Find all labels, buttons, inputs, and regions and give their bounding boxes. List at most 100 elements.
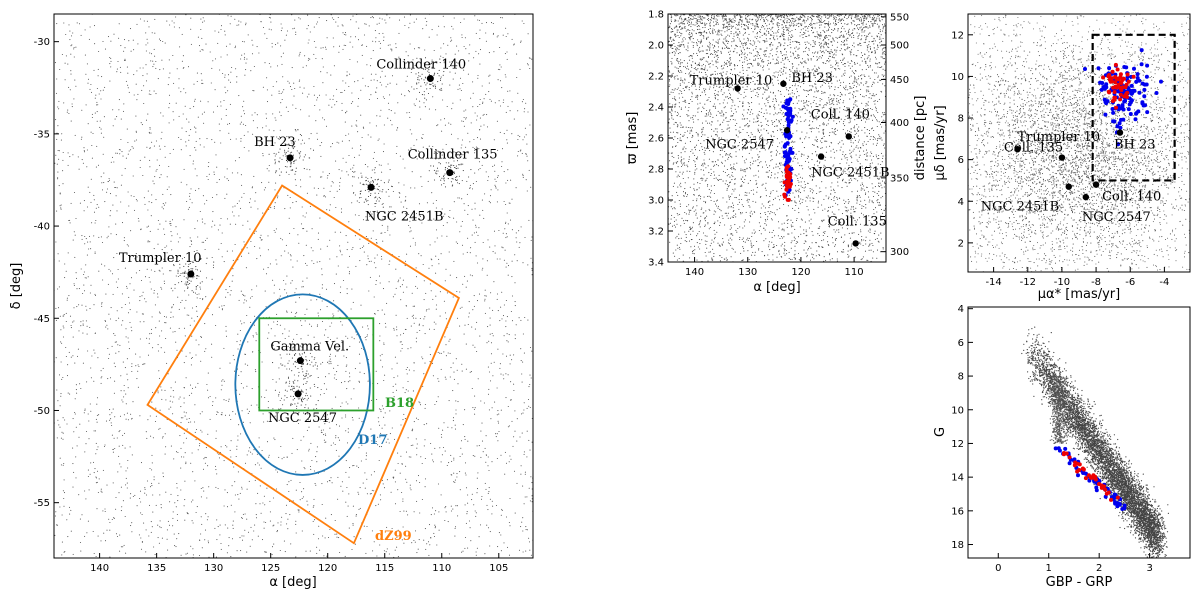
- sky-star: [377, 139, 379, 141]
- sky-star: [497, 35, 499, 37]
- sky-star: [509, 525, 511, 527]
- sky-star: [285, 513, 287, 515]
- sky-star: [382, 483, 384, 485]
- sky-star: [383, 342, 385, 344]
- sky-star: [396, 145, 398, 147]
- sky-star: [531, 236, 533, 238]
- sky-star: [370, 493, 372, 495]
- sky-star: [440, 76, 442, 78]
- sky-star: [460, 225, 462, 227]
- sky-star: [509, 354, 511, 356]
- sky-star: [86, 381, 88, 383]
- sky-star: [244, 295, 246, 297]
- sky-star: [98, 270, 100, 272]
- sky-star: [441, 154, 443, 156]
- sky-cluster-star: [382, 206, 384, 208]
- sky-star: [95, 442, 97, 444]
- sky-star: [521, 152, 523, 154]
- sky-star: [310, 442, 312, 444]
- sky-star: [297, 234, 299, 236]
- sky-star: [170, 270, 172, 272]
- sky-star: [481, 422, 483, 424]
- sky-star: [271, 94, 273, 96]
- sky-star: [211, 356, 213, 358]
- sky-star: [478, 148, 480, 150]
- sky-star: [351, 417, 353, 419]
- sky-star: [190, 357, 193, 359]
- sky-star: [118, 148, 120, 151]
- sky-star: [424, 49, 426, 51]
- sky-star: [401, 491, 403, 494]
- sky-star: [481, 164, 483, 166]
- sky-star: [415, 276, 418, 278]
- sky-star: [155, 415, 157, 417]
- sky-star: [200, 487, 202, 490]
- sky-star: [251, 453, 253, 455]
- sky-cluster-star: [278, 151, 280, 153]
- sky-star: [407, 390, 409, 392]
- sky-star: [508, 554, 511, 556]
- sky-star: [87, 241, 89, 243]
- sky-star: [320, 71, 322, 73]
- sky-star: [445, 318, 447, 320]
- sky-star: [94, 222, 96, 224]
- sky-star: [240, 382, 242, 385]
- sky-cluster-star: [296, 385, 298, 387]
- sky-star: [215, 437, 217, 439]
- sky-star: [388, 263, 390, 265]
- sky-star: [449, 71, 451, 73]
- sky-cluster-star: [457, 167, 459, 169]
- sky-cluster-star: [421, 94, 423, 96]
- sky-star: [384, 75, 386, 77]
- sky-cluster-star: [450, 167, 452, 169]
- sky-star: [505, 76, 507, 78]
- sky-star: [463, 110, 465, 112]
- sky-star: [225, 335, 228, 337]
- sky-star: [229, 286, 231, 288]
- sky-star: [431, 362, 434, 364]
- sky-star: [468, 312, 470, 314]
- sky-cluster-star: [291, 389, 293, 391]
- sky-star: [380, 109, 382, 111]
- sky-star: [398, 182, 400, 184]
- sky-cluster-star: [272, 362, 274, 364]
- sky-cluster-star: [450, 164, 452, 166]
- sky-star: [153, 63, 155, 65]
- sky-star: [262, 413, 264, 415]
- sky-star: [188, 394, 190, 396]
- sky-star: [176, 349, 178, 351]
- sky-star: [348, 271, 351, 273]
- sky-star: [464, 209, 466, 211]
- sky-star: [170, 395, 172, 397]
- sky-cluster-star: [456, 179, 458, 181]
- sky-star: [122, 434, 124, 436]
- sky-star: [373, 211, 375, 214]
- sky-star: [338, 142, 340, 144]
- sky-star: [96, 120, 98, 122]
- sky-star: [225, 330, 227, 332]
- sky-star: [276, 313, 278, 315]
- sky-star: [154, 176, 156, 178]
- parallax-star: [768, 241, 770, 243]
- sky-star: [326, 72, 328, 74]
- sky-star: [158, 482, 160, 484]
- sky-star: [310, 299, 312, 301]
- sky-star: [106, 529, 108, 531]
- sky-cluster-star: [291, 146, 293, 148]
- sky-star: [476, 119, 478, 121]
- sky-star: [429, 354, 431, 356]
- sky-star: [370, 237, 372, 239]
- sky-star: [249, 202, 251, 204]
- sky-star: [289, 380, 291, 382]
- sky-star: [152, 511, 154, 513]
- sky-star: [280, 23, 282, 25]
- sky-star: [212, 264, 215, 266]
- sky-star: [180, 181, 182, 183]
- parallax-star: [772, 44, 774, 46]
- sky-cluster-star: [287, 150, 289, 152]
- sky-star: [346, 388, 348, 390]
- sky-star: [191, 307, 194, 309]
- sky-star: [363, 34, 366, 36]
- sky-cluster-star: [387, 181, 389, 183]
- sky-star: [531, 488, 533, 490]
